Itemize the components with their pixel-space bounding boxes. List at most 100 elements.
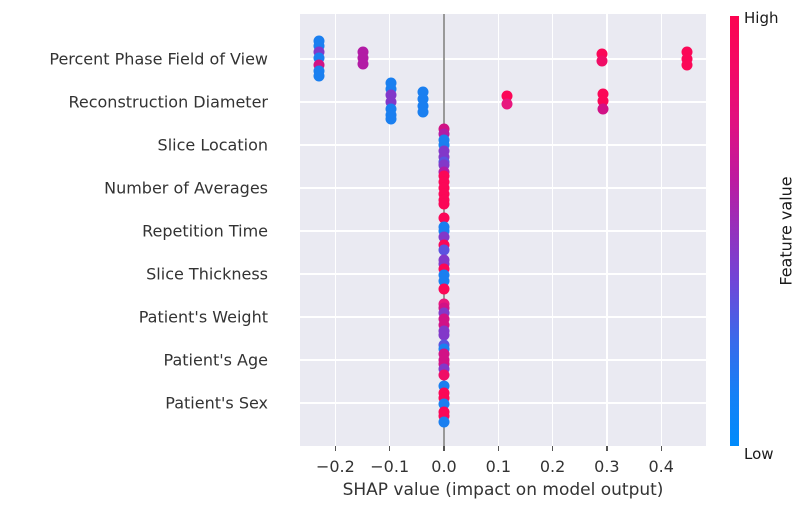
scatter-point — [438, 231, 450, 243]
scatter-point — [438, 188, 450, 200]
scatter-point — [597, 103, 609, 115]
x-tick-mark — [389, 446, 391, 451]
scatter-point — [438, 369, 450, 381]
scatter-point — [681, 46, 693, 58]
x-tick-mark — [443, 446, 445, 451]
gridline-horizontal — [300, 359, 706, 361]
y-tick-label: Repetition Time — [142, 221, 268, 241]
x-tick-label: −0.1 — [370, 457, 410, 476]
y-tick-label: Reconstruction Diameter — [68, 92, 268, 112]
scatter-point — [438, 225, 450, 237]
scatter-point — [438, 182, 450, 194]
scatter-point — [385, 77, 397, 89]
scatter-point — [385, 89, 397, 101]
scatter-point — [596, 48, 608, 60]
scatter-point — [438, 139, 450, 151]
y-tick-label: Patient's Weight — [138, 307, 268, 327]
y-tick-label: Slice Location — [157, 135, 268, 155]
x-tick-label: −0.2 — [315, 457, 355, 476]
gridline-vertical — [551, 14, 554, 446]
y-tick-label: Patient's Age — [163, 350, 268, 370]
scatter-point — [438, 380, 450, 392]
scatter-point — [438, 329, 450, 341]
scatter-point — [357, 58, 369, 70]
gridline-horizontal — [300, 58, 706, 60]
scatter-point — [438, 198, 450, 210]
scatter-point — [438, 170, 450, 182]
scatter-point — [438, 275, 450, 287]
x-tick-mark — [660, 446, 662, 451]
y-tick-label: Patient's Sex — [165, 393, 268, 413]
x-tick-mark — [551, 446, 554, 451]
gridline-horizontal — [300, 144, 706, 146]
x-tick-mark — [606, 446, 608, 451]
scatter-point — [313, 46, 325, 58]
gridline-vertical — [660, 14, 662, 446]
colorbar — [730, 16, 739, 446]
scatter-point — [438, 244, 450, 256]
scatter-point — [438, 416, 450, 428]
y-tick-label: Slice Thickness — [146, 264, 268, 284]
scatter-point — [313, 52, 325, 64]
scatter-point — [417, 93, 429, 105]
gridline-horizontal — [300, 187, 706, 189]
scatter-point — [681, 53, 693, 65]
gridline-vertical — [389, 14, 391, 446]
colorbar-title: Feature value — [776, 176, 796, 286]
scatter-point — [597, 95, 609, 107]
scatter-point — [438, 392, 450, 404]
x-tick-label: 0.2 — [539, 457, 566, 476]
scatter-point — [417, 86, 429, 98]
x-tick-mark — [334, 446, 337, 451]
scatter-point — [438, 128, 450, 140]
scatter-point — [438, 319, 450, 331]
x-tick-label: 0.4 — [648, 457, 674, 476]
scatter-point — [438, 269, 450, 281]
scatter-point — [438, 348, 450, 360]
scatter-point — [313, 59, 325, 71]
scatter-point — [438, 159, 450, 171]
scatter-point — [438, 313, 450, 325]
gridline-horizontal — [300, 402, 706, 404]
gridline-vertical — [606, 14, 608, 446]
scatter-point — [385, 96, 397, 108]
scatter-point — [681, 59, 693, 71]
scatter-point — [417, 106, 429, 118]
scatter-point — [385, 83, 397, 95]
scatter-point — [438, 398, 450, 410]
scatter-point — [597, 88, 609, 100]
y-tick-label: Number of Averages — [104, 178, 268, 198]
gridline-vertical — [497, 14, 499, 446]
gridline-vertical — [334, 14, 337, 446]
plot-area — [300, 14, 706, 446]
gridline-horizontal — [300, 316, 706, 318]
scatter-point — [357, 46, 369, 58]
x-tick-label: 0.1 — [485, 457, 512, 476]
y-tick-label: Percent Phase Field of View — [49, 49, 268, 69]
x-tick-label: 0.0 — [431, 457, 457, 476]
scatter-point — [438, 145, 450, 157]
scatter-point — [313, 70, 325, 82]
gridline-horizontal — [300, 273, 706, 275]
scatter-point — [438, 176, 450, 188]
scatter-point — [438, 263, 450, 275]
gridline-horizontal — [300, 230, 706, 232]
scatter-point — [596, 55, 608, 67]
scatter-point — [438, 410, 450, 422]
scatter-point — [438, 283, 450, 295]
scatter-point — [438, 363, 450, 375]
scatter-point — [357, 52, 369, 64]
scatter-point — [385, 113, 397, 125]
x-tick-label: 0.3 — [594, 457, 620, 476]
scatter-point — [438, 307, 450, 319]
scatter-point — [438, 212, 450, 224]
scatter-point — [385, 103, 397, 115]
colorbar-high-label: High — [744, 9, 779, 27]
colorbar-low-label: Low — [744, 445, 774, 463]
x-axis-label: SHAP value (impact on model output) — [342, 480, 664, 500]
x-tick-mark — [497, 446, 499, 451]
scatter-point — [313, 40, 325, 52]
scatter-point — [417, 100, 429, 112]
scatter-point — [501, 90, 513, 102]
